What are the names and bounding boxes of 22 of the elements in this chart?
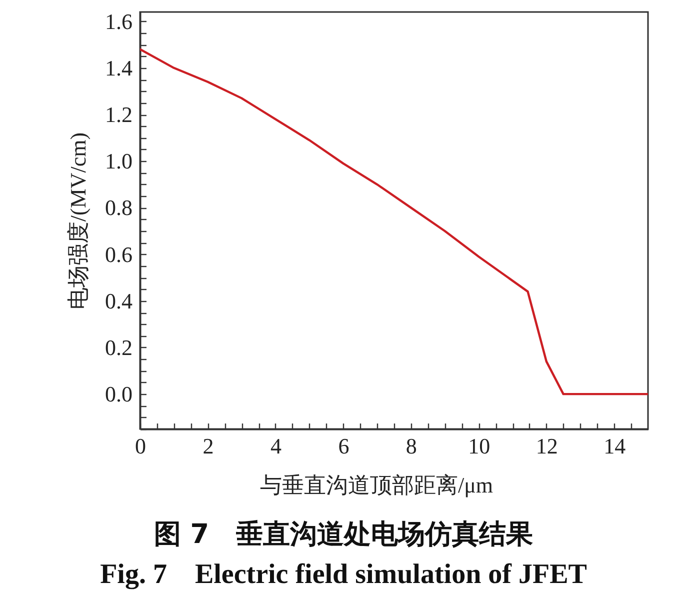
- y-tick-label: 0.2: [105, 334, 132, 360]
- caption: 图 7 垂直沟道处电场仿真结果: [152, 518, 534, 550]
- x-tick-label: 0: [135, 434, 146, 458]
- y-tick-label: 1.0: [105, 148, 132, 174]
- x-tick-label: 6: [338, 434, 350, 458]
- x-tick-label: 14: [604, 434, 626, 458]
- y-tick-label: 0.8: [105, 195, 132, 220]
- y-tick-label: 1.2: [105, 102, 132, 128]
- x-tick-label: 2: [202, 434, 214, 458]
- y-tick-label: 0.6: [105, 242, 132, 267]
- y-tick-label: 0.0: [105, 382, 132, 407]
- y-tick-label: 0.4: [105, 288, 132, 314]
- y-axis-title: 电场强度/(MV/cm): [66, 132, 90, 310]
- x-tick-label: 4: [270, 434, 282, 458]
- caption: Fig. 7 Electric field simulation of JFET: [99, 559, 588, 590]
- x-tick-label: 12: [536, 434, 558, 458]
- x-tick-label: 10: [468, 434, 490, 458]
- x-tick-label: 8: [406, 434, 417, 458]
- x-axis-title: 与垂直沟道顶部距离/μm: [260, 472, 494, 498]
- y-tick-label: 1.4: [105, 55, 132, 80]
- y-tick-label: 1.6: [105, 8, 132, 34]
- line-series: [140, 48, 648, 396]
